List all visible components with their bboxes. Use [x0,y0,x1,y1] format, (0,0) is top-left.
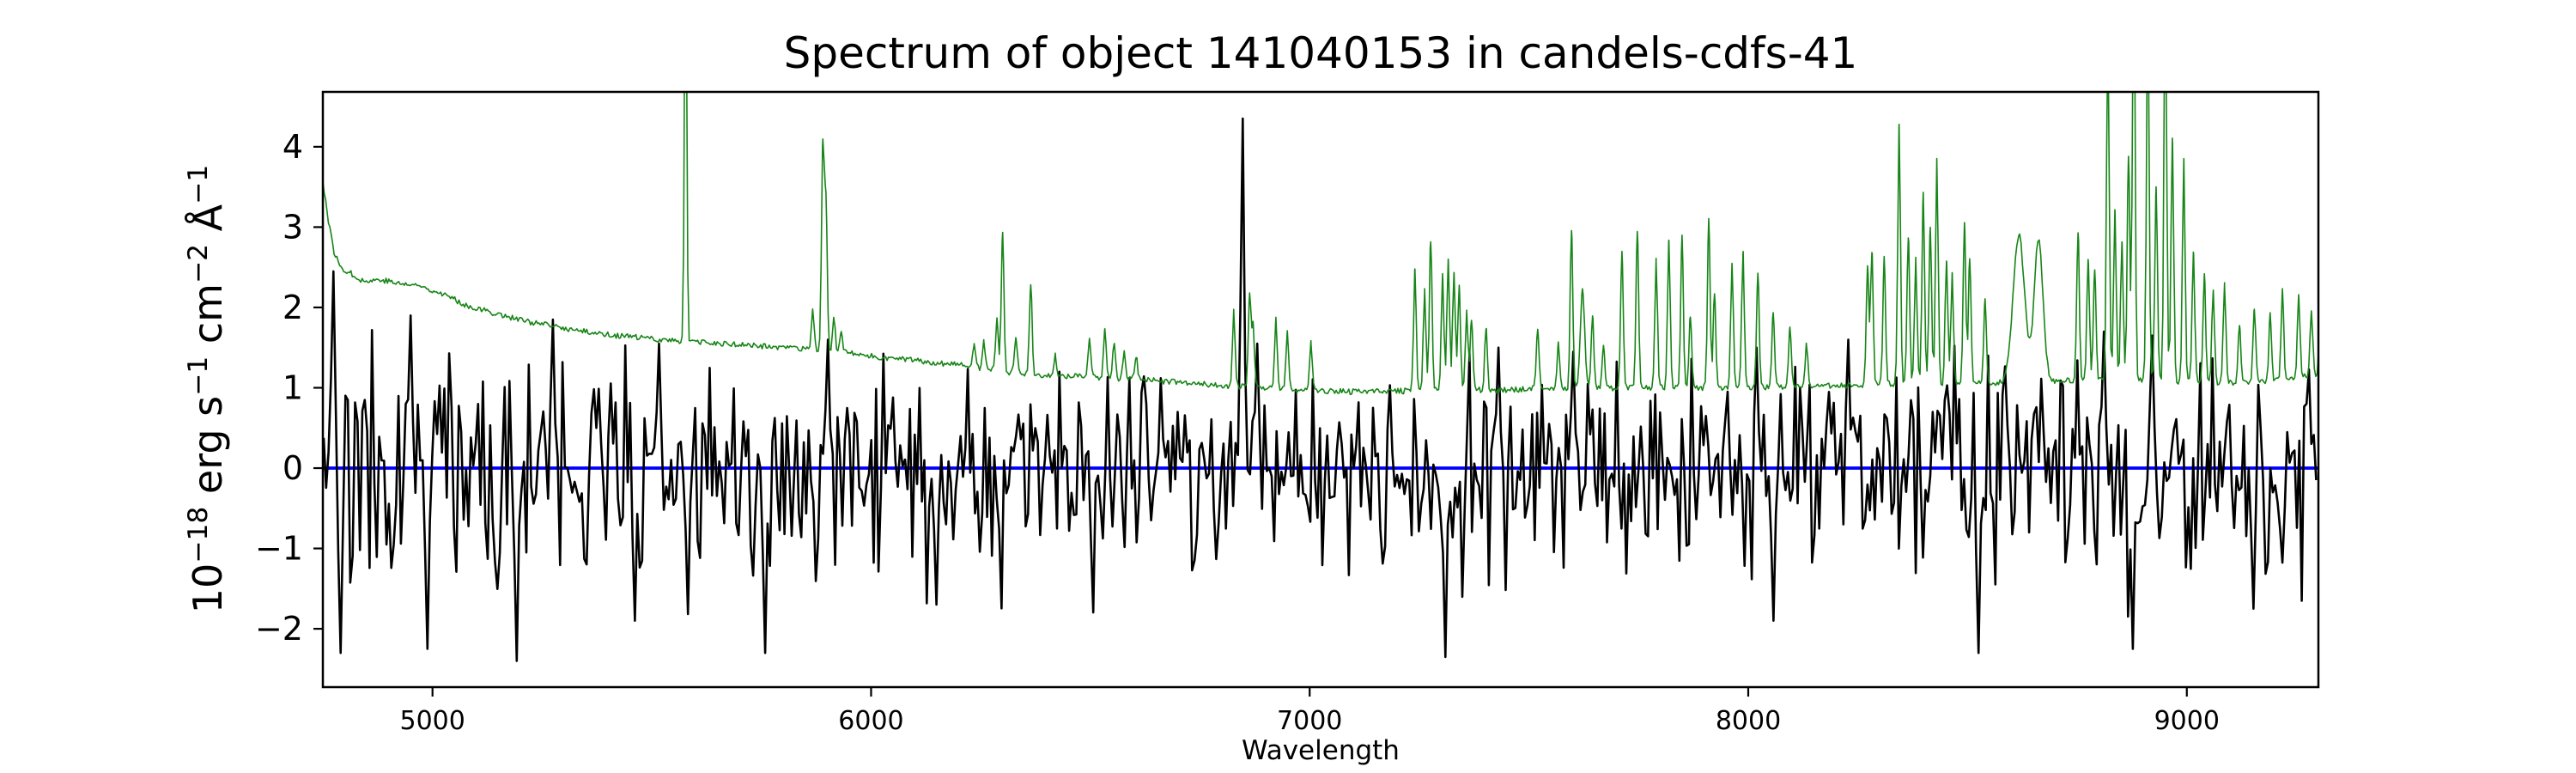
x-tick-label: 8000 [1716,706,1781,736]
y-label-superscript: −1 [182,164,214,204]
y-label-text: Å [185,204,231,244]
y-tick-label: 3 [283,208,303,246]
y-tick-label: 1 [283,368,303,406]
y-label-text: erg s [185,395,231,507]
y-label-superscript: −2 [182,243,214,284]
y-tick-label: 0 [283,449,303,487]
axes-frame [321,90,2320,689]
x-tick-label: 6000 [838,706,903,736]
y-label-superscript: −18 [182,506,214,563]
y-tick-label: 4 [283,128,303,166]
flux-spectrum-line [323,117,2318,662]
y-label-text: cm [185,283,231,356]
y-label-text: 10 [185,563,231,614]
plot-title: Spectrum of object 141040153 in candels-… [783,28,1858,78]
y-label-superscript: −1 [182,356,214,396]
y-tick-label: −2 [255,610,303,648]
y-tick-label: 2 [283,289,303,326]
noise-spectrum-line [323,92,2318,395]
x-axis-label: Wavelength [1242,735,1400,766]
y-axis-label: 10−18 erg s−1 cm−2 Å−1 [183,165,234,614]
x-tick-label: 5000 [400,706,465,736]
x-tick-label: 9000 [2154,706,2220,736]
x-tick-label: 7000 [1277,706,1342,736]
y-tick-label: −1 [255,530,303,568]
